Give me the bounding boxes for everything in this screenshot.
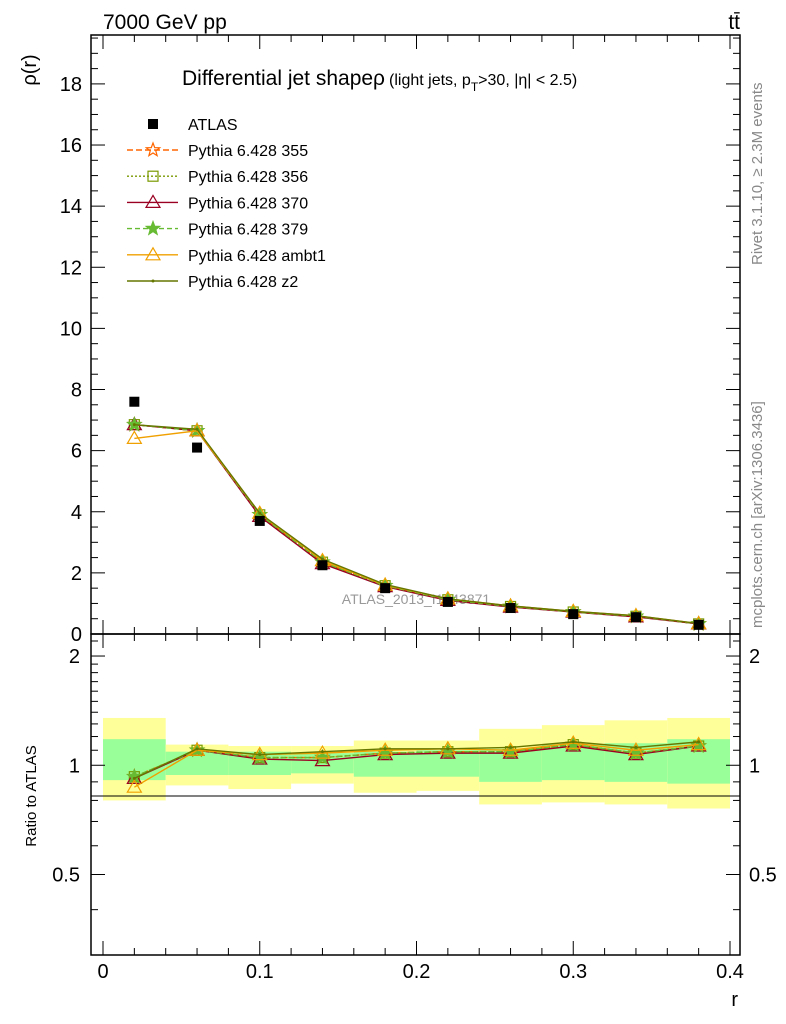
- data-point-marker: [630, 612, 641, 623]
- x-tick-label: 0: [97, 961, 108, 983]
- y-tick-label: 2: [71, 563, 82, 585]
- ratio-y-tick-label: 0.5: [52, 864, 80, 886]
- ratio-series-line: [133, 742, 699, 788]
- mc-point-marker: [147, 170, 159, 182]
- y-tick-label: 0: [71, 624, 82, 646]
- data-point-marker: [192, 442, 203, 453]
- ratio-y-tick-label-right: 1: [749, 755, 760, 777]
- mc-point-marker: [144, 246, 162, 261]
- process-label: tt̄: [728, 11, 740, 34]
- y-tick-label: 10: [60, 318, 82, 340]
- mc-point-marker: [690, 737, 707, 754]
- legend-label: Pythia 6.428 370: [188, 195, 308, 212]
- mc-point-marker: [132, 776, 136, 780]
- y-tick-label: 12: [60, 257, 82, 279]
- mc-point-marker: [144, 141, 162, 158]
- mc-point-marker: [151, 279, 155, 283]
- ratio-series-line: [134, 745, 699, 780]
- mc-point-marker: [627, 742, 644, 756]
- mc-point-marker: [189, 422, 206, 437]
- mc-point-marker: [383, 747, 387, 751]
- y-tick-label: 4: [71, 502, 82, 524]
- ratio-y-tick-label-right: 0.5: [749, 864, 777, 886]
- main-y-axis-label: ρ(r): [19, 54, 41, 85]
- mc-point-marker: [144, 194, 162, 208]
- mc-point-marker: [690, 736, 707, 751]
- y-tick-label: 6: [71, 441, 82, 463]
- data-point-marker: [442, 596, 453, 607]
- legend: ATLAS Pythia 6.428 355 Pythia 6.428 356 Pyt…: [127, 117, 326, 291]
- legend-label: Pythia 6.428 355: [188, 143, 308, 160]
- mc-point-marker: [258, 511, 262, 515]
- ratio-y-tick-label: 1: [69, 755, 80, 777]
- mc-point-marker: [126, 779, 143, 793]
- mc-point-marker: [195, 427, 199, 431]
- data-point-marker: [568, 609, 579, 620]
- main-panel: 0 2 4 6 8 10 12 14 16 18 ρ(r) Differential jet sh…: [19, 34, 741, 646]
- y-tick-label: 8: [71, 380, 82, 402]
- mc-point-marker: [439, 740, 456, 755]
- energy-label: 7000 GeV pp: [103, 11, 227, 34]
- ratio-panel-frame: [90, 633, 741, 956]
- y-tick-label: 16: [60, 135, 82, 157]
- main-title: Differential jet shapeρ (light jets, pT>3…: [182, 67, 577, 94]
- mc-point-marker: [446, 747, 450, 751]
- ratio-series-line: [134, 743, 699, 778]
- mc-point-marker: [502, 742, 519, 756]
- ratio-panel-ticks: 0.5 0.5 1 1 2 2 0 0.1 0.2 0.3 0.4: [52, 634, 777, 983]
- main-panel-y-ticks: 0 2 4 6 8 10 12 14 16 18: [60, 35, 740, 646]
- legend-label: Pythia 6.428 356: [188, 169, 308, 186]
- x-tick-label: 0.1: [246, 961, 274, 983]
- ratio-y-tick-label-right: 2: [749, 646, 760, 668]
- mc-point-marker: [258, 753, 262, 757]
- mc-point-marker: [195, 747, 199, 751]
- legend-label: Pythia 6.428 379: [188, 222, 308, 239]
- mcplots-label: mcplots.cern.ch [arXiv:1306.3436]: [749, 401, 766, 628]
- mc-point-marker: [132, 423, 136, 427]
- y-tick-label: 14: [60, 196, 82, 218]
- mc-point-marker: [126, 430, 143, 445]
- ratio-y-axis-label: Ratio to ATLAS: [23, 745, 40, 846]
- ratio-series-line: [134, 741, 699, 780]
- mc-point-marker: [509, 745, 513, 749]
- legend-label: Pythia 6.428 ambt1: [188, 248, 326, 265]
- y-tick-label: 18: [60, 74, 82, 96]
- x-axis-label: r: [731, 989, 738, 1011]
- data-point-marker: [254, 515, 265, 526]
- legend-label: ATLAS: [188, 117, 238, 134]
- data-point-marker: [505, 603, 516, 614]
- mc-point-marker: [320, 750, 324, 754]
- main-plot-area: [126, 396, 707, 631]
- data-point-marker: [380, 583, 391, 594]
- x-tick-label: 0.4: [716, 961, 744, 983]
- legend-label: Pythia 6.428 z2: [188, 274, 298, 291]
- main-title-sub: (light jets, p: [389, 72, 471, 89]
- main-title-tail: >30, |η| < 2.5): [478, 72, 577, 89]
- main-title-subscript: T: [471, 80, 479, 94]
- mc-point-marker: [144, 219, 162, 236]
- mc-point-marker: [571, 740, 575, 744]
- ratio-panel: 0.5 0.5 1 1 2 2 0 0.1 0.2 0.3 0.4 Ratio to ATLAS r: [23, 633, 777, 1011]
- mc-point-marker: [320, 557, 324, 561]
- data-point-marker: [693, 619, 704, 630]
- series-line: [134, 423, 699, 625]
- main-title-text: Differential jet shapeρ: [182, 67, 385, 90]
- ratio-uncertainty-bands: [103, 717, 730, 809]
- x-tick-label: 0.2: [403, 961, 431, 983]
- ratio-plot-area: [126, 735, 707, 793]
- ratio-y-tick-label: 2: [69, 646, 80, 668]
- data-point-marker: [129, 396, 140, 407]
- mc-point-marker: [634, 745, 638, 749]
- mc-point-marker: [697, 740, 701, 744]
- series-line: [134, 423, 699, 625]
- data-point-marker: [148, 119, 158, 129]
- data-point-marker: [317, 560, 328, 571]
- rivet-version-label: Rivet 3.1.10, ≥ 2.3M events: [749, 83, 766, 266]
- x-tick-label: 0.3: [559, 961, 587, 983]
